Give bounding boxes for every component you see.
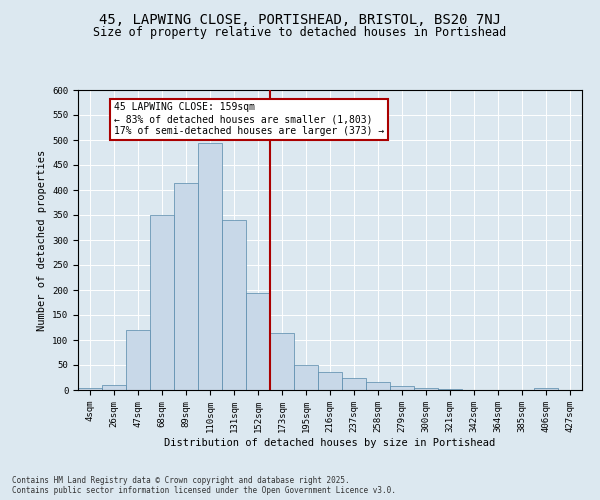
Bar [534, 388, 558, 390]
Bar [366, 382, 390, 390]
Bar [222, 220, 246, 390]
Bar [270, 332, 294, 390]
Bar [246, 292, 270, 390]
Bar [318, 372, 342, 390]
Bar [126, 330, 150, 390]
Bar [390, 386, 414, 390]
Bar [102, 385, 126, 390]
X-axis label: Distribution of detached houses by size in Portishead: Distribution of detached houses by size … [164, 438, 496, 448]
Bar [78, 388, 102, 390]
Bar [414, 388, 438, 390]
Bar [150, 215, 174, 390]
Text: 45 LAPWING CLOSE: 159sqm
← 83% of detached houses are smaller (1,803)
17% of sem: 45 LAPWING CLOSE: 159sqm ← 83% of detach… [114, 102, 384, 136]
Y-axis label: Number of detached properties: Number of detached properties [37, 150, 47, 330]
Bar [342, 378, 366, 390]
Text: 45, LAPWING CLOSE, PORTISHEAD, BRISTOL, BS20 7NJ: 45, LAPWING CLOSE, PORTISHEAD, BRISTOL, … [99, 12, 501, 26]
Text: Contains HM Land Registry data © Crown copyright and database right 2025.
Contai: Contains HM Land Registry data © Crown c… [12, 476, 396, 495]
Bar [198, 142, 222, 390]
Bar [174, 182, 198, 390]
Bar [438, 389, 462, 390]
Text: Size of property relative to detached houses in Portishead: Size of property relative to detached ho… [94, 26, 506, 39]
Bar [294, 365, 318, 390]
